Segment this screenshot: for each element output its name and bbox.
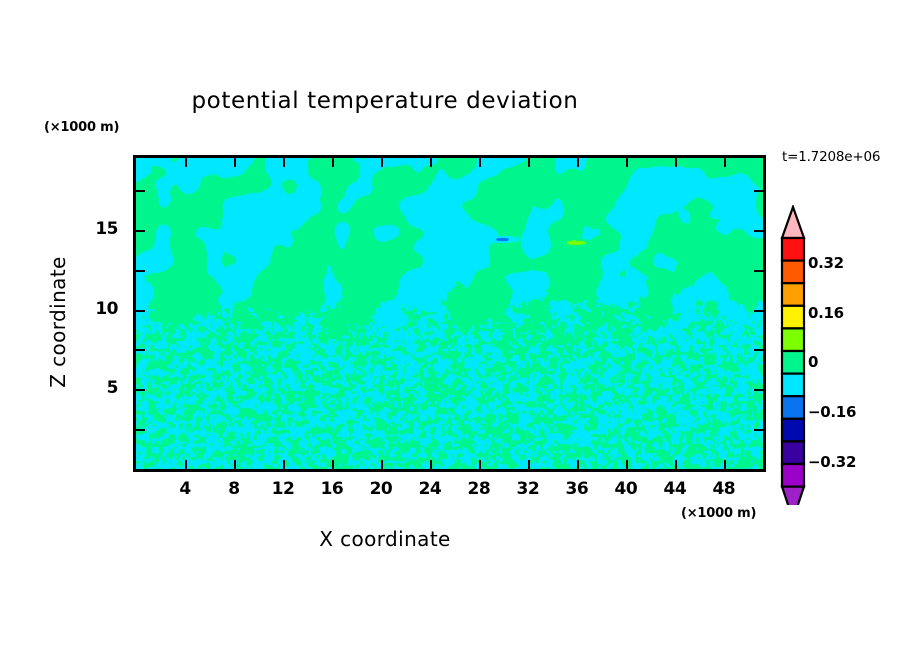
x-axis-tick-top — [234, 158, 236, 167]
x-tick-label: 20 — [369, 479, 393, 499]
colorbar-tick-label: −0.32 — [808, 452, 857, 471]
x-tick-label: 44 — [663, 479, 687, 499]
y-axis-tick-right — [754, 349, 763, 351]
y-axis-tick-right — [754, 389, 763, 391]
x-axis-tick-top — [332, 158, 334, 167]
x-axis-tick-top — [430, 158, 432, 167]
x-axis-unit-label: (×1000 m) — [681, 506, 757, 521]
y-axis-tick — [136, 429, 145, 431]
colorbar-band — [780, 327, 806, 353]
x-tick-label: 48 — [712, 479, 736, 499]
x-tick-label: 28 — [467, 479, 491, 499]
x-axis-tick — [332, 460, 334, 469]
y-axis-tick — [136, 389, 145, 391]
x-axis-tick — [185, 460, 187, 469]
contour-field — [136, 158, 763, 469]
x-axis-tick-top — [185, 158, 187, 167]
y-tick-label: 10 — [95, 298, 118, 319]
colorbar-over-arrow — [780, 205, 806, 240]
x-axis-tick — [675, 460, 677, 469]
x-axis-tick — [626, 460, 628, 469]
x-axis-tick-top — [528, 158, 530, 167]
page-title: potential temperature deviation — [191, 88, 579, 114]
y-axis-tick-right — [754, 270, 763, 272]
y-axis-tick-right — [754, 230, 763, 232]
colorbar-band — [780, 462, 806, 488]
x-axis-tick-top — [577, 158, 579, 167]
colorbar-tick-label: 0.16 — [808, 303, 844, 322]
colorbar-tick-label: 0 — [808, 353, 819, 372]
x-axis-tick — [724, 460, 726, 469]
x-axis-tick — [430, 460, 432, 469]
y-tick-label: 5 — [106, 378, 119, 399]
x-axis-tick-top — [381, 158, 383, 167]
colorbar-band — [780, 395, 806, 420]
colorbar-band — [780, 236, 806, 262]
x-tick-label: 16 — [320, 479, 344, 499]
x-axis-tick — [528, 460, 530, 469]
colorbar-band — [780, 349, 806, 375]
colorbar-band — [780, 417, 806, 443]
colorbar-band — [780, 282, 806, 307]
y-axis-tick-right — [754, 429, 763, 431]
x-axis-tick — [577, 460, 579, 469]
y-tick-label: 15 — [95, 218, 118, 239]
colorbar-band — [780, 372, 806, 398]
y-axis-tick-right — [754, 310, 763, 312]
colorbar-swatches — [780, 205, 806, 505]
x-axis-tick — [234, 460, 236, 469]
x-axis-tick — [283, 460, 285, 469]
x-tick-label: 40 — [614, 479, 638, 499]
x-axis-tick — [381, 460, 383, 469]
colorbar-tick-label: 0.32 — [808, 253, 844, 272]
colorbar: 0.32 0.16 0 −0.16 −0.32 — [778, 205, 904, 505]
x-tick-label: 32 — [516, 479, 540, 499]
x-axis-tick-top — [626, 158, 628, 167]
x-tick-label: 12 — [271, 479, 295, 499]
x-tick-label: 36 — [565, 479, 589, 499]
colorbar-band — [780, 440, 806, 466]
x-axis-tick — [479, 460, 481, 469]
y-axis-tick — [136, 270, 145, 272]
y-axis-tick-right — [754, 190, 763, 192]
y-axis-tick — [136, 190, 145, 192]
y-axis-tick — [136, 230, 145, 232]
y-axis-title: Z coordinate — [46, 256, 70, 388]
x-axis-tick-top — [724, 158, 726, 167]
x-axis-tick-top — [675, 158, 677, 167]
x-axis-tick-top — [479, 158, 481, 167]
y-axis-tick — [136, 349, 145, 351]
x-axis-tick-top — [283, 158, 285, 167]
y-axis-tick — [136, 310, 145, 312]
timestamp-annotation: t=1.7208e+06 — [782, 149, 881, 165]
x-tick-label: 8 — [228, 479, 240, 499]
x-tick-label: 24 — [418, 479, 442, 499]
colorbar-band — [780, 304, 806, 330]
y-axis-unit-label: (×1000 m) — [44, 120, 120, 135]
colorbar-tick-label: −0.16 — [808, 403, 857, 422]
colorbar-band — [780, 259, 806, 285]
colorbar-under-arrow — [780, 485, 806, 505]
x-axis-title: X coordinate — [319, 527, 451, 551]
x-tick-label: 4 — [179, 479, 191, 499]
contour-plot-area — [133, 155, 766, 472]
